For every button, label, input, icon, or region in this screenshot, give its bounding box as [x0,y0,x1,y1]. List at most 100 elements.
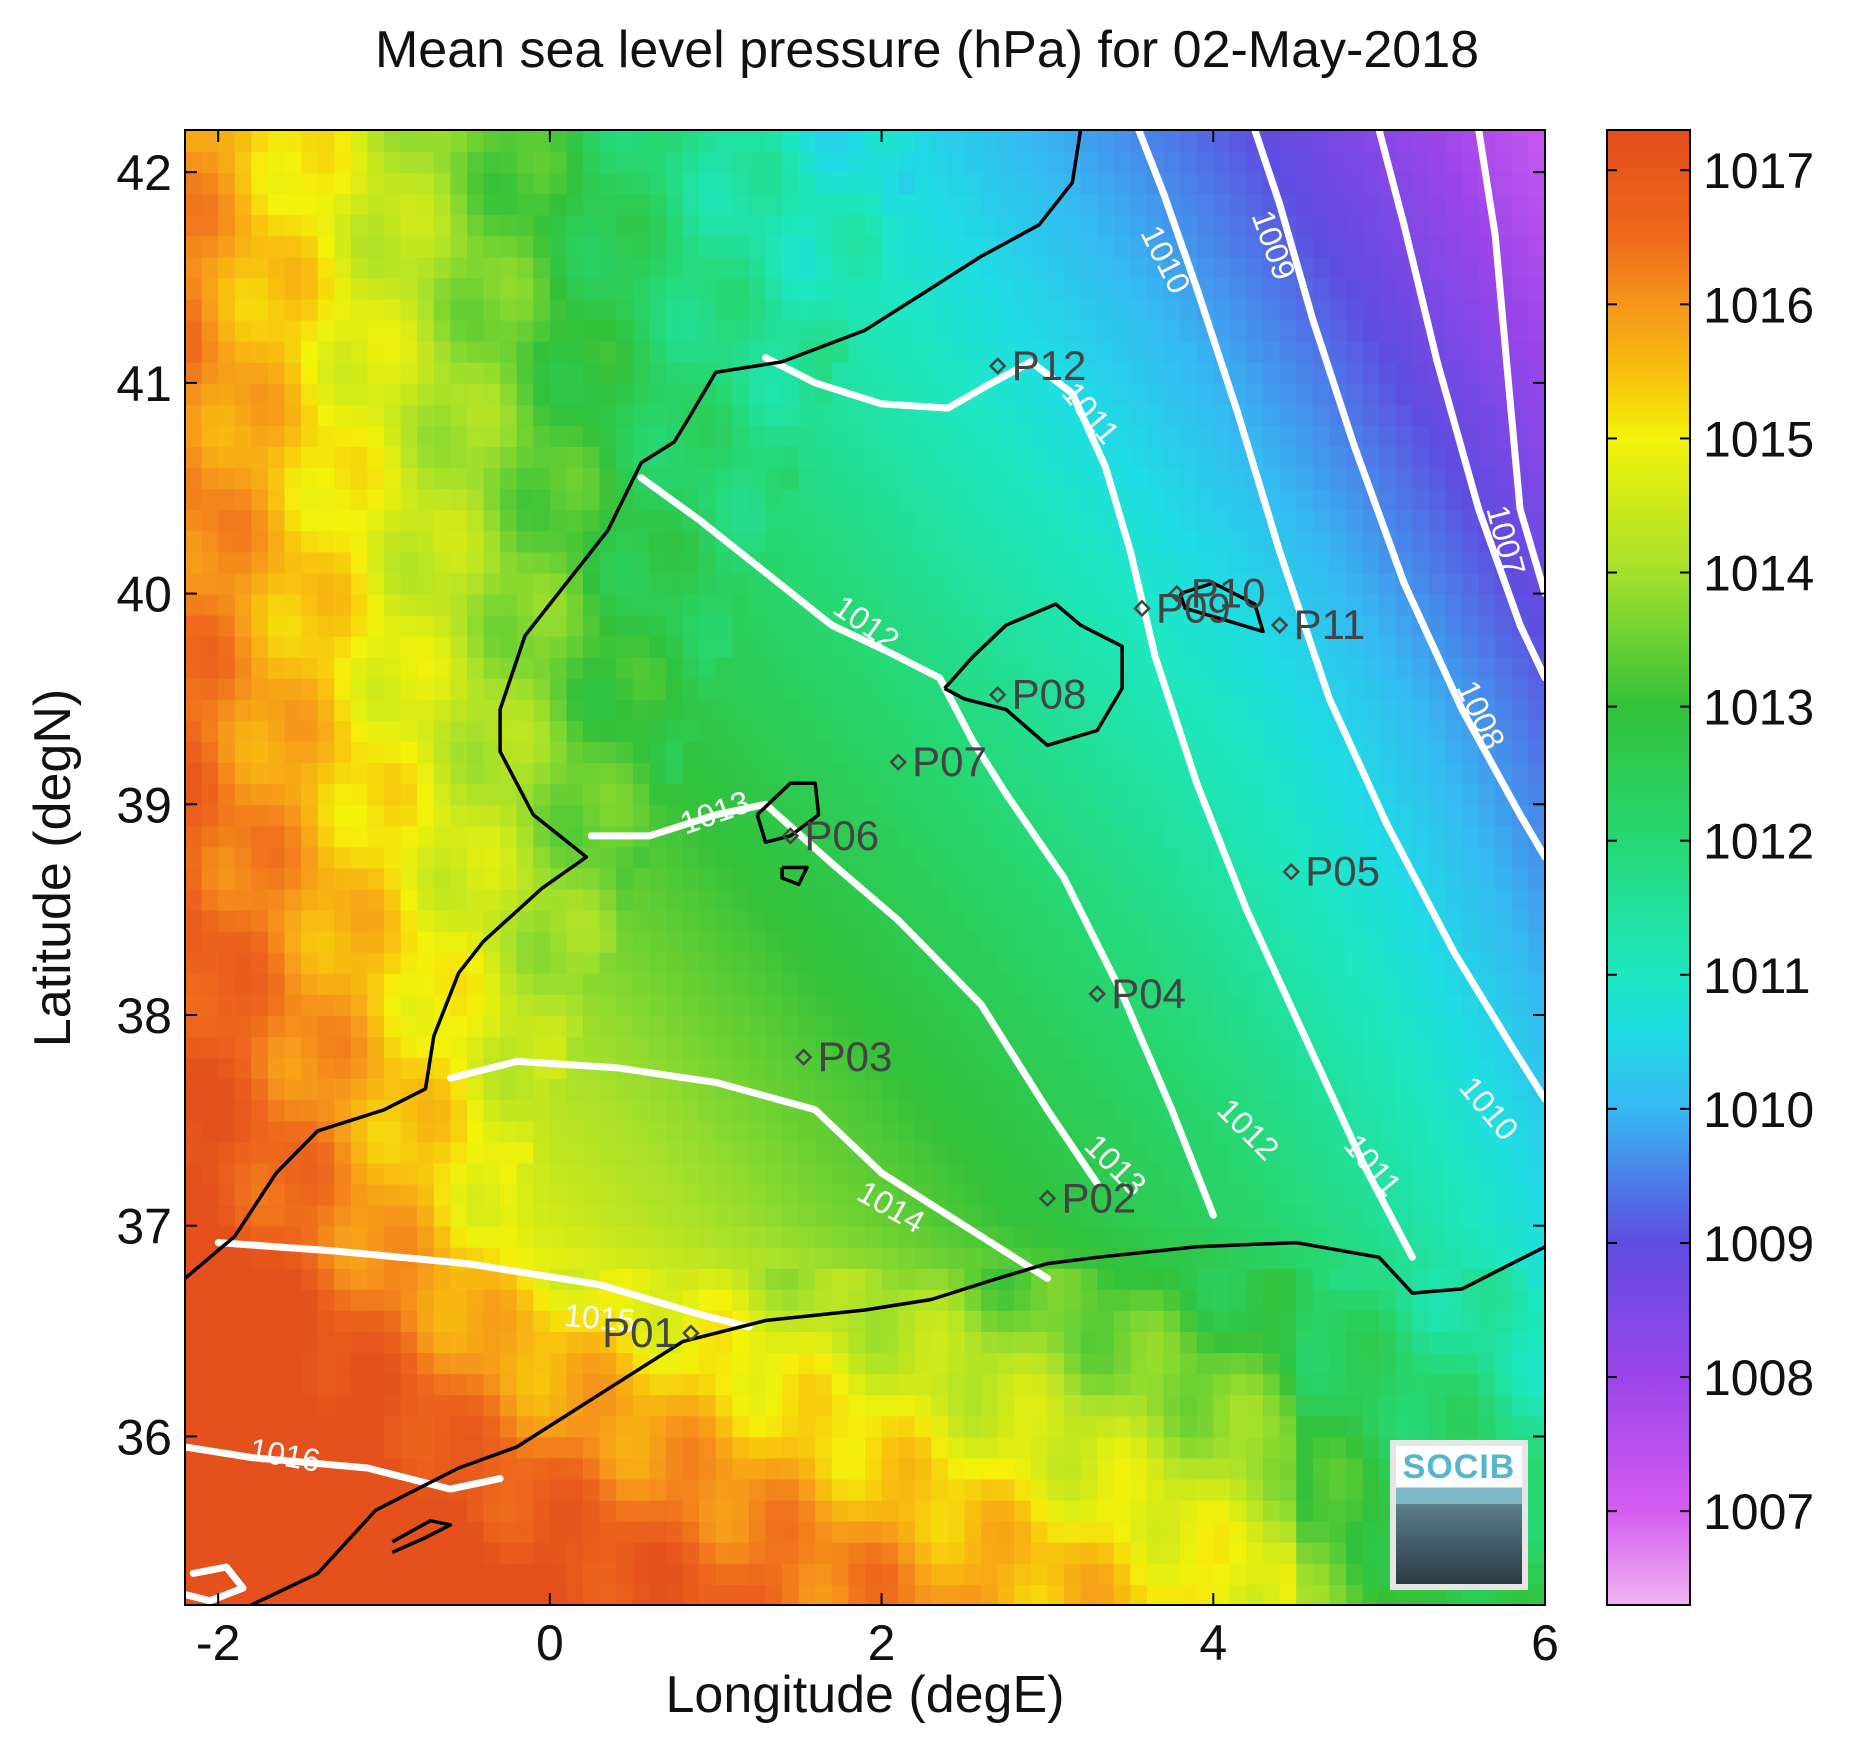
field-cell [1296,741,1314,764]
field-cell [1196,130,1215,152]
field-cell [898,403,916,426]
field-cell [267,1267,286,1290]
field-cell [931,361,949,384]
field-cell [566,277,584,300]
field-cell [1163,1583,1181,1605]
field-cell [234,1162,253,1185]
field-cell [748,783,767,806]
field-cell [732,1267,750,1290]
field-cell [1064,256,1082,279]
field-cell [632,720,651,742]
field-cell [1329,1162,1347,1185]
field-cell [616,1015,634,1037]
field-cell [1296,804,1314,827]
field-cell [947,1099,966,1122]
field-cell [450,1331,468,1354]
field-cell [1312,720,1331,742]
field-cell [931,530,949,553]
field-cell [317,530,336,553]
field-cell [1064,551,1082,574]
field-cell [433,1162,452,1185]
field-cell [1147,888,1165,911]
field-cell [964,1183,982,1206]
field-cell [583,1373,601,1396]
field-cell [1213,1246,1231,1269]
field-cell [782,551,800,574]
field-cell [1263,382,1281,405]
field-cell [1263,256,1281,279]
field-cell [218,1267,236,1290]
field-cell [301,1583,319,1605]
field-cell [666,446,684,469]
field-cell [1130,783,1148,806]
field-cell [1163,151,1181,174]
field-cell [666,172,684,195]
field-cell [914,993,933,1016]
field-cell [1329,614,1347,637]
field-cell [632,1478,651,1501]
field-cell [549,993,568,1016]
field-cell [234,467,253,490]
field-cell [682,256,701,279]
field-cell [350,1499,369,1522]
field-cell [947,467,966,490]
field-cell [981,1541,999,1564]
field-cell [947,804,966,827]
field-cell [947,741,966,764]
field-cell [1213,1225,1231,1248]
field-cell [350,993,369,1016]
field-cell [1047,1436,1065,1459]
field-cell [1080,846,1099,869]
field-cell [367,1436,385,1459]
field-cell [1263,1204,1281,1227]
field-cell [267,361,286,384]
field-cell [549,1562,568,1585]
field-cell [798,1267,817,1290]
field-cell [1064,319,1082,342]
field-cell [1362,1078,1381,1101]
field-cell [898,846,916,869]
field-cell [251,467,269,490]
field-cell [997,930,1016,953]
field-cell [1246,656,1264,679]
field-cell [433,446,452,469]
field-cell [450,1394,468,1417]
field-cell [384,403,402,426]
field-cell [251,1520,269,1543]
field-cell [467,635,485,658]
field-cell [1064,1331,1082,1354]
field-cell [433,319,452,342]
field-cell [865,593,883,616]
field-cell [417,783,435,806]
field-cell [1196,867,1215,890]
field-cell [533,509,551,532]
field-cell [417,1499,435,1522]
field-cell [865,972,883,995]
field-cell [715,235,734,258]
field-cell [549,762,568,785]
field-cell [682,1394,701,1417]
field-cell [450,172,468,195]
field-cell [1279,1310,1298,1332]
field-cell [898,256,916,279]
field-cell [367,1373,385,1396]
field-cell [566,1015,584,1037]
field-cell [947,1352,966,1375]
field-cell [566,593,584,616]
field-cell [317,277,336,300]
field-cell [1080,1562,1099,1585]
field-cell [732,446,750,469]
field-cell [317,698,336,721]
field-cell [533,1078,551,1101]
field-cell [1130,256,1148,279]
field-cell [433,741,452,764]
field-cell [715,1520,734,1543]
field-cell [433,425,452,447]
field-cell [1346,151,1364,174]
field-cell [185,1499,203,1522]
field-cell [649,1036,667,1059]
field-cell [865,1078,883,1101]
field-cell [898,1015,916,1037]
field-cell [616,804,634,827]
field-cell [417,804,435,827]
